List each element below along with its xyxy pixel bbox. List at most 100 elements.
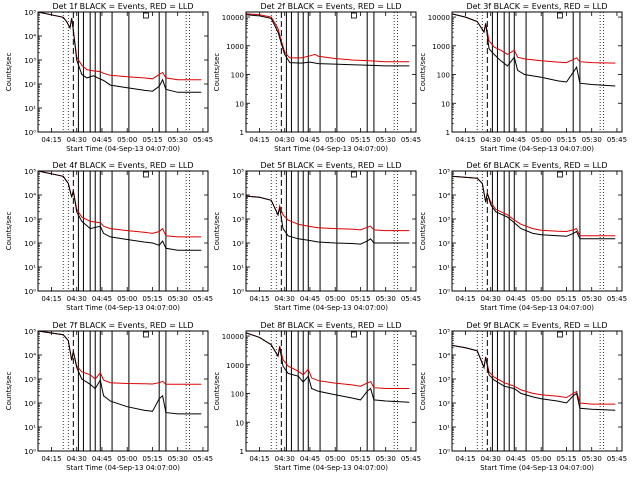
series-line-lld — [38, 12, 202, 81]
x-tick-label: 04:30 — [275, 295, 295, 303]
x-tick-label: 04:15 — [41, 295, 61, 303]
y-tick-label: 10³ — [438, 376, 450, 384]
y-tick-label: 10³ — [24, 376, 36, 384]
x-tick-label: 05:00 — [117, 136, 137, 144]
x-tick-label: 05:30 — [376, 136, 396, 144]
x-tick-label: 05:45 — [193, 136, 213, 144]
x-tick-label: 05:00 — [117, 295, 137, 303]
x-tick-label: 05:15 — [142, 295, 162, 303]
plot-panel-2: Det 2f BLACK = Events, RED = LLD 1 10 100 10… — [213, 2, 421, 153]
y-tick-label: 10² — [232, 240, 244, 248]
y-tick-label: 10² — [24, 240, 36, 248]
series-line-events — [38, 12, 202, 93]
y-tick-label: 10000 — [222, 333, 244, 341]
plot-panel-3: Det 3f BLACK = Events, RED = LLD 1 10 100 10… — [419, 2, 627, 153]
plot-frame — [37, 330, 209, 452]
top-square-marker — [557, 12, 563, 19]
plot-data — [246, 171, 410, 291]
y-tick-label: 10000 — [222, 14, 244, 22]
top-square-marker — [350, 12, 357, 19]
y-axis-label: Counts/sec — [5, 53, 13, 92]
y-tick-label: 10¹ — [24, 264, 36, 272]
x-tick-label: 04:45 — [92, 295, 112, 303]
plot-frame — [245, 330, 417, 452]
series-line-events — [246, 195, 410, 245]
y-tick-label: 10 — [235, 100, 244, 108]
plot-title: Det 4f BLACK = Events, RED = LLD — [52, 161, 193, 170]
x-axis-label: Start Time (04-Sep-13 04:07:00) — [274, 464, 388, 472]
x-tick-label: 05:45 — [401, 295, 421, 303]
x-tick-label: 04:15 — [455, 136, 475, 144]
x-tick-label: 04:45 — [92, 455, 112, 463]
series-line-lld — [38, 171, 202, 238]
x-tick-label: 05:45 — [607, 295, 627, 303]
plot-data — [38, 171, 202, 291]
y-axis-label: Counts/sec — [5, 372, 13, 411]
series-line-lld — [452, 344, 616, 405]
y-tick-label: 10⁵ — [24, 9, 36, 17]
plot-panel-8: Det 8f BLACK = Events, RED = LLD 1 10 100 10… — [213, 321, 421, 472]
y-tick-label: 1 — [446, 129, 450, 137]
series-line-events — [38, 331, 202, 415]
plot-title: Det 7f BLACK = Events, RED = LLD — [52, 321, 193, 330]
y-tick-label: 10⁵ — [24, 328, 36, 336]
y-tick-label: 10⁵ — [438, 168, 450, 176]
x-tick-label: 04:15 — [249, 136, 269, 144]
x-tick-label: 04:45 — [506, 295, 526, 303]
y-tick-label: 100 — [437, 72, 450, 80]
x-tick-label: 05:15 — [142, 455, 162, 463]
x-tick-label: 05:30 — [582, 295, 602, 303]
plot-frame — [245, 11, 417, 133]
x-tick-label: 04:30 — [481, 136, 501, 144]
x-tick-label: 04:45 — [300, 295, 320, 303]
plot-panel-7: Det 7f BLACK = Events, RED = LLD 10⁰ 10¹ 10… — [5, 321, 213, 472]
plot-data — [38, 12, 202, 132]
series-line-lld — [246, 332, 410, 389]
top-square-marker — [557, 331, 563, 338]
y-tick-label: 100 — [231, 72, 244, 80]
y-tick-label: 10³ — [232, 216, 244, 224]
plot-title: Det 5f BLACK = Events, RED = LLD — [260, 161, 401, 170]
y-tick-label: 1000 — [226, 362, 244, 370]
x-tick-label: 05:30 — [168, 295, 188, 303]
plot-title: Det 2f BLACK = Events, RED = LLD — [260, 2, 401, 11]
x-tick-label: 05:30 — [582, 136, 602, 144]
x-tick-label: 04:15 — [249, 455, 269, 463]
y-tick-label: 10 — [441, 100, 450, 108]
plot-title: Det 3f BLACK = Events, RED = LLD — [466, 2, 607, 11]
x-axis-label: Start Time (04-Sep-13 04:07:00) — [66, 304, 180, 312]
x-tick-label: 05:45 — [193, 295, 213, 303]
y-axis-label: Counts/sec — [419, 372, 427, 411]
y-tick-label: 10⁰ — [438, 448, 450, 456]
top-square-marker — [350, 331, 357, 338]
plot-title: Det 6f BLACK = Events, RED = LLD — [466, 161, 607, 170]
plot-frame — [37, 170, 209, 292]
y-axis-label: Counts/sec — [213, 212, 221, 251]
x-axis-label: Start Time (04-Sep-13 04:07:00) — [480, 145, 594, 153]
plot-data — [38, 331, 202, 451]
x-tick-label: 05:15 — [556, 295, 576, 303]
y-tick-label: 10³ — [24, 57, 36, 65]
y-tick-label: 10000 — [428, 14, 450, 22]
plot-title: Det 8f BLACK = Events, RED = LLD — [260, 321, 401, 330]
x-tick-label: 05:15 — [556, 455, 576, 463]
y-tick-label: 10⁰ — [438, 288, 450, 296]
x-tick-label: 05:30 — [168, 455, 188, 463]
x-tick-label: 05:00 — [531, 455, 551, 463]
x-tick-label: 05:15 — [142, 136, 162, 144]
y-tick-label: 10³ — [438, 216, 450, 224]
y-tick-label: 1000 — [226, 43, 244, 51]
plot-title: Det 1f BLACK = Events, RED = LLD — [52, 2, 193, 11]
series-line-events — [246, 332, 410, 403]
top-square-marker — [350, 171, 357, 178]
series-line-lld — [246, 13, 410, 63]
y-tick-label: 10⁴ — [24, 352, 36, 360]
x-tick-label: 04:45 — [92, 136, 112, 144]
y-tick-label: 10¹ — [438, 424, 450, 432]
plot-data — [452, 331, 616, 451]
y-tick-label: 10³ — [24, 216, 36, 224]
x-tick-label: 04:15 — [455, 455, 475, 463]
x-tick-label: 05:45 — [401, 136, 421, 144]
x-tick-label: 05:45 — [193, 455, 213, 463]
